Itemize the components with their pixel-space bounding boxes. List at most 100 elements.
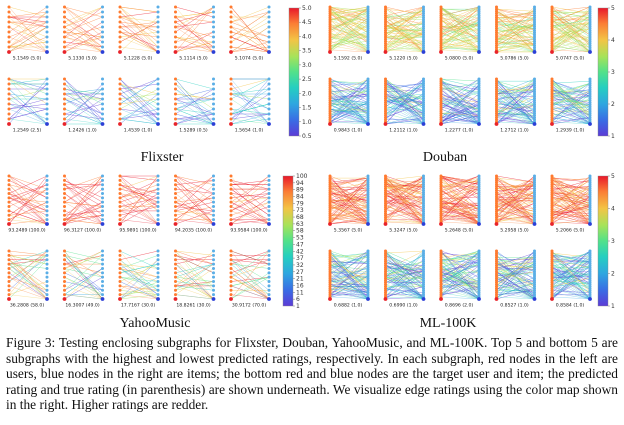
edge	[119, 83, 159, 95]
user-node	[439, 197, 443, 201]
item-node	[422, 249, 425, 253]
edge	[329, 19, 369, 51]
user-node	[495, 191, 498, 195]
user-node	[384, 207, 387, 211]
user-node	[328, 189, 332, 193]
item-node	[422, 280, 425, 284]
user-node	[118, 174, 122, 178]
item-node	[156, 102, 160, 106]
user-node	[495, 264, 498, 268]
edge	[329, 11, 369, 53]
edge	[496, 271, 535, 300]
item-node	[422, 268, 425, 272]
edge	[175, 6, 214, 28]
edge	[385, 184, 424, 189]
user-node	[174, 213, 177, 217]
edge	[329, 49, 369, 53]
user-node	[384, 193, 387, 197]
item-node	[156, 87, 160, 91]
item-node	[212, 97, 215, 101]
edge	[551, 186, 591, 202]
user-node	[229, 174, 233, 178]
user-node	[63, 97, 66, 101]
target-user-node	[229, 297, 233, 301]
user-node	[118, 92, 122, 96]
edge	[440, 83, 480, 125]
item-node	[366, 274, 370, 278]
item-node	[533, 212, 536, 216]
user-node	[328, 37, 332, 41]
item-node	[477, 41, 481, 45]
item-node	[422, 11, 425, 15]
user-node	[439, 46, 443, 50]
user-node	[118, 15, 122, 19]
item-node	[101, 102, 104, 106]
user-node	[7, 187, 11, 191]
edge	[329, 200, 369, 225]
edge	[551, 15, 591, 46]
edge	[329, 250, 369, 264]
user-node	[495, 88, 498, 92]
edge	[385, 41, 424, 53]
item-node	[533, 201, 536, 205]
edge	[230, 93, 270, 100]
user-node	[118, 213, 122, 217]
edge	[329, 80, 369, 84]
edge	[385, 26, 424, 48]
user-node	[7, 183, 11, 187]
item-node	[533, 92, 536, 96]
edge	[551, 117, 591, 125]
item-node	[477, 218, 481, 222]
user-node	[118, 275, 122, 279]
item-node	[588, 274, 592, 278]
edge	[551, 204, 591, 214]
colorbar-tick-label: 5	[611, 173, 615, 180]
item-node	[267, 45, 271, 49]
item-node	[588, 118, 592, 122]
target-user-node	[229, 50, 233, 54]
item-node	[477, 216, 481, 220]
item-node	[588, 20, 592, 24]
user-node	[550, 282, 554, 286]
colorbar	[597, 175, 609, 307]
item-node	[477, 7, 481, 11]
edge	[440, 175, 480, 185]
edge	[8, 78, 48, 125]
edge	[385, 121, 424, 125]
item-node	[212, 87, 215, 91]
user-node	[7, 249, 11, 253]
user-node	[118, 107, 122, 111]
colorbar-tick-label: 5	[611, 5, 615, 12]
item-node	[366, 184, 370, 188]
edge	[329, 11, 369, 42]
item-node	[588, 81, 592, 85]
edge	[440, 87, 480, 125]
item-node	[533, 5, 536, 9]
item-node	[267, 196, 271, 200]
item-node	[477, 20, 481, 24]
edge	[8, 78, 48, 105]
user-node	[550, 193, 554, 197]
user-node	[550, 39, 554, 43]
user-node	[118, 191, 122, 195]
edge	[230, 277, 270, 300]
edge	[551, 13, 591, 27]
edge	[385, 78, 424, 110]
item-node	[477, 207, 481, 211]
user-node	[328, 212, 332, 216]
edge	[119, 193, 159, 203]
user-node	[328, 26, 332, 30]
user-node	[550, 257, 554, 261]
item-node	[588, 293, 592, 297]
colorbar-tick-label: 6	[296, 296, 300, 303]
user-node	[439, 5, 443, 9]
edge	[329, 113, 369, 125]
prediction-label: 5.1228 (5.0)	[124, 56, 153, 62]
edge	[64, 108, 103, 125]
edge	[551, 219, 591, 225]
item-node	[422, 79, 425, 83]
user-node	[550, 176, 554, 180]
edge	[230, 294, 270, 300]
user-node	[550, 174, 554, 178]
edge	[329, 179, 369, 185]
